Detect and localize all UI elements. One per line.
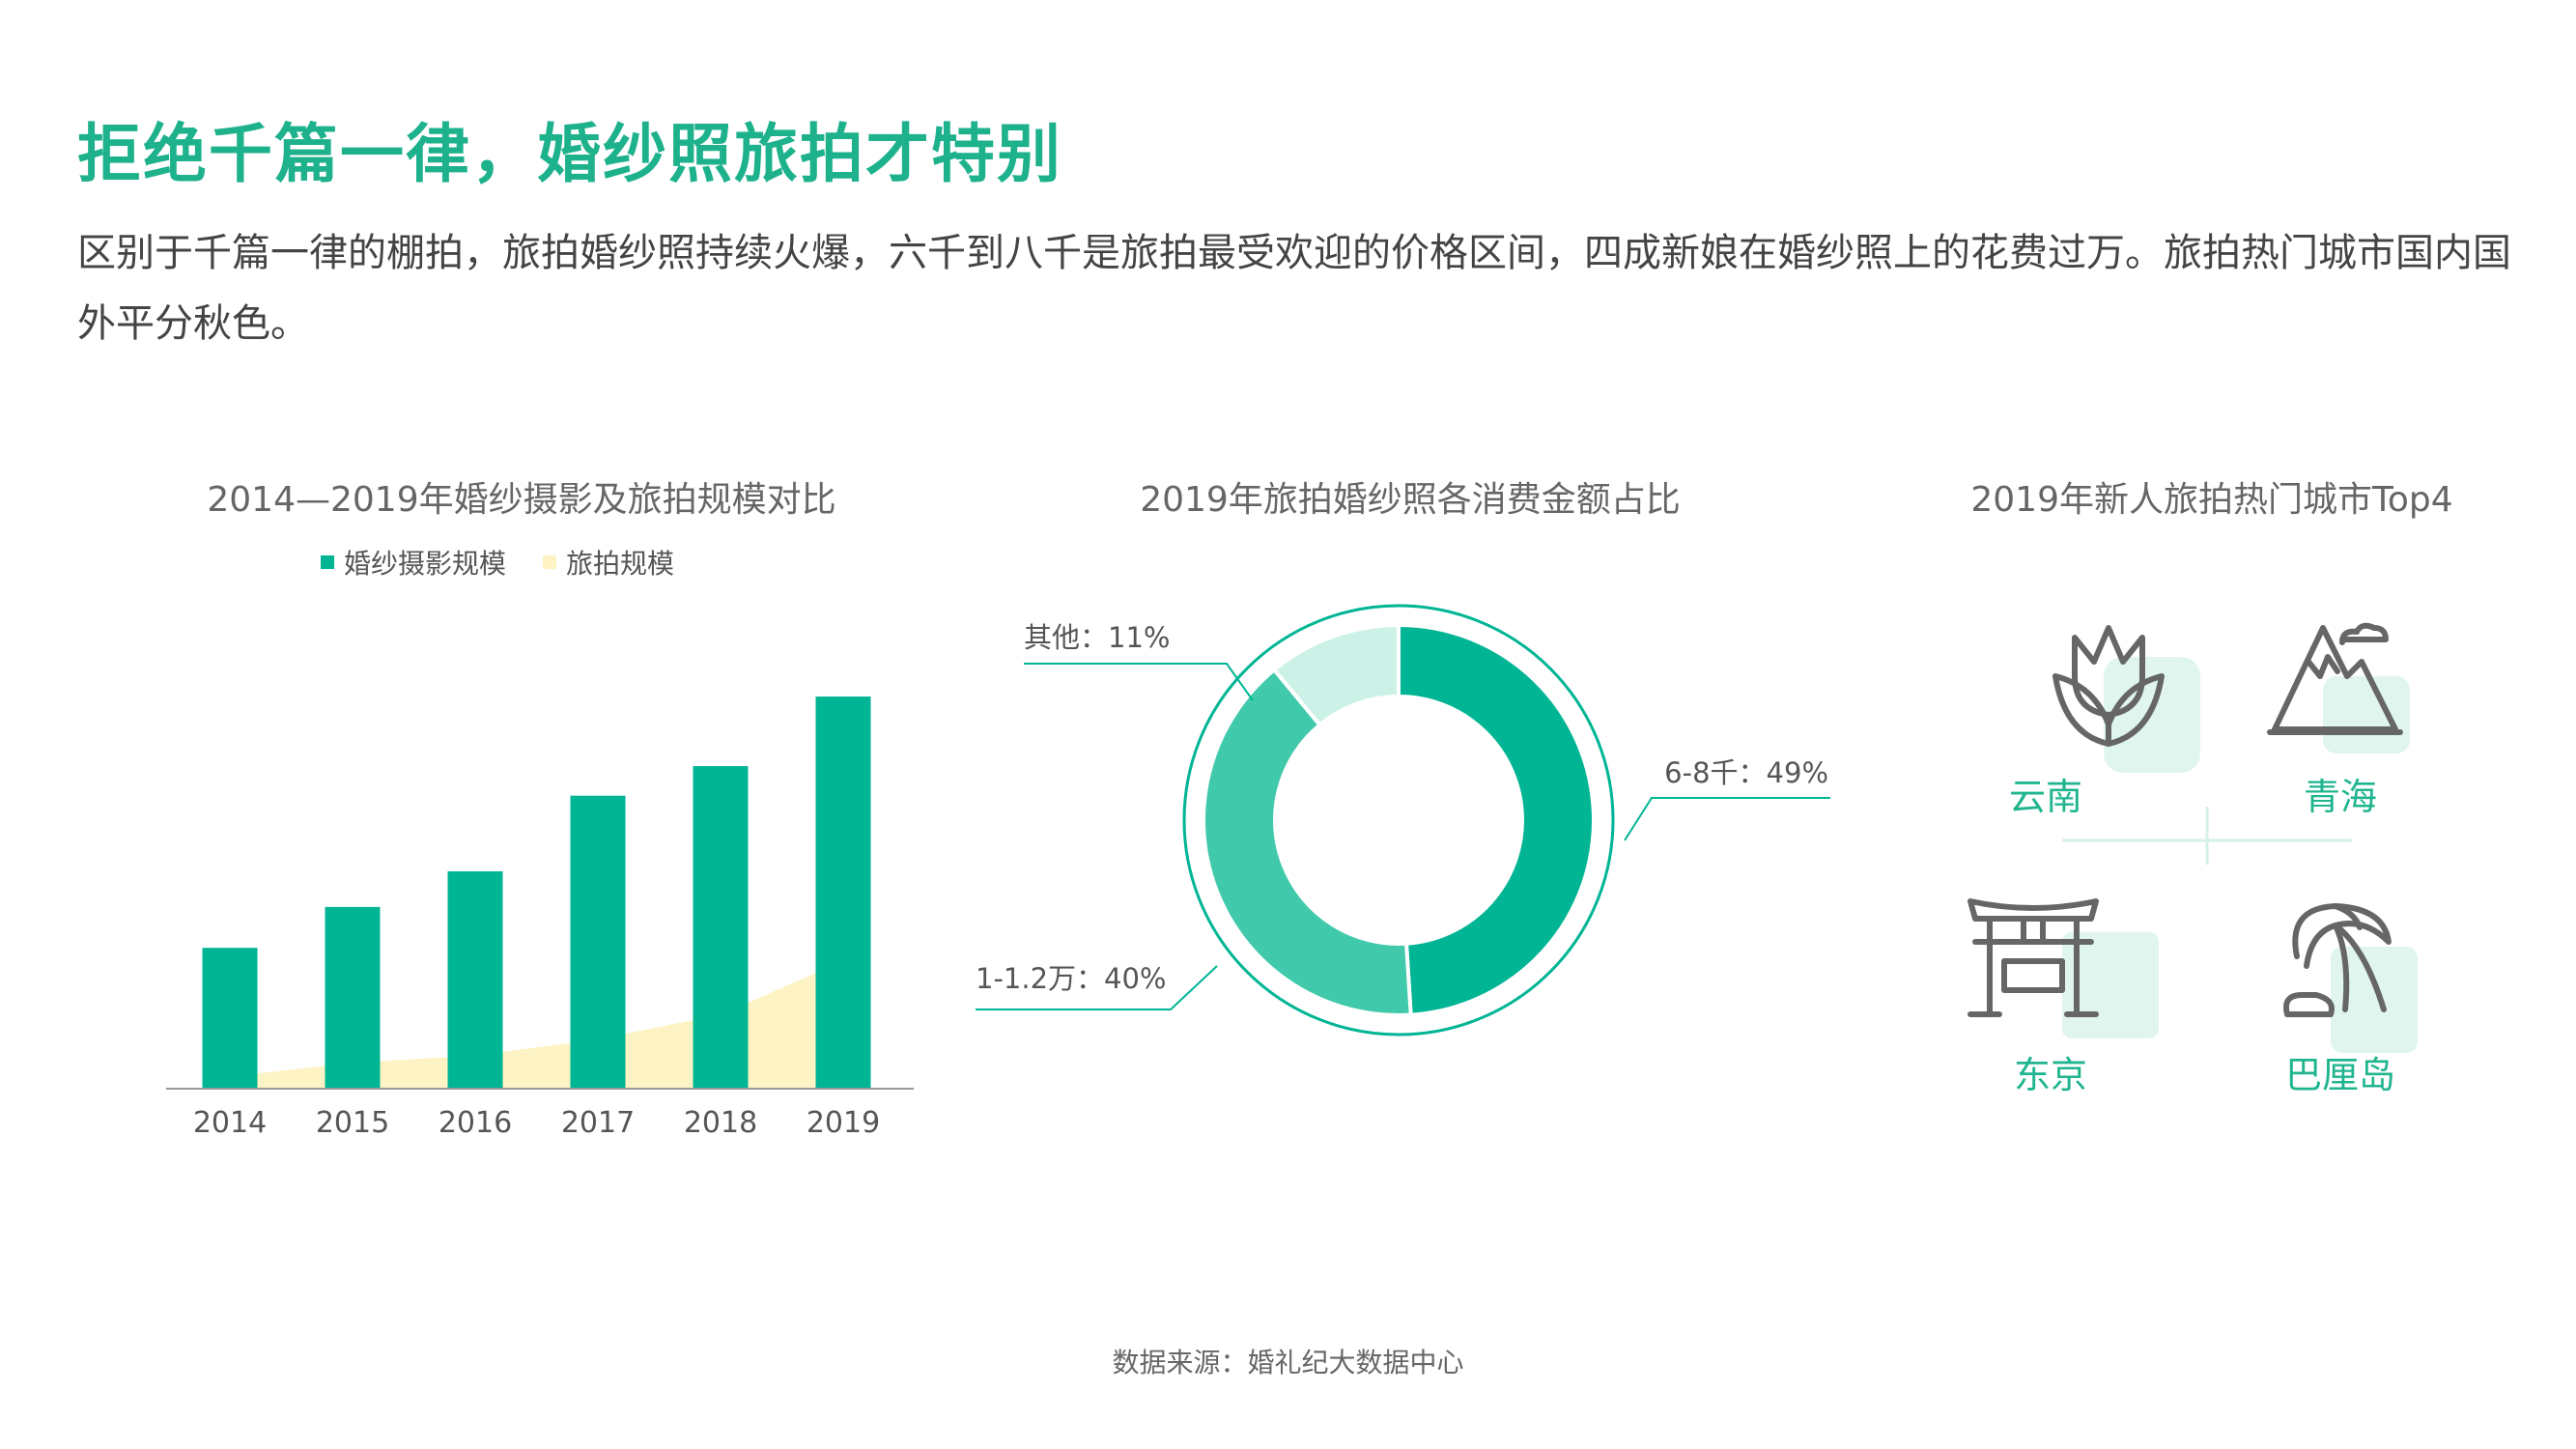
bar-chart-title: 2014—2019年婚纱摄影及旅拍规模对比 <box>207 480 836 520</box>
legend-item-wedding-photo: 婚纱摄影规模 <box>321 543 506 582</box>
legend-label-wedding-photo: 婚纱摄影规模 <box>344 548 507 580</box>
city-name-tokyo: 东京 <box>2013 1054 2087 1096</box>
x-tick-2017: 2017 <box>561 1106 635 1140</box>
donut-outer-ring <box>1182 604 1615 1037</box>
tulip-icon <box>2052 625 2200 773</box>
bar-chart: 2014 2015 2016 2017 2018 2019 <box>166 696 914 1140</box>
donut-slice-1 <box>1202 667 1413 1017</box>
x-tick-2016: 2016 <box>439 1106 512 1140</box>
donut-label-1: 1-1.2万：40% <box>976 962 1167 995</box>
legend-swatch-travel-photo <box>543 555 556 569</box>
legend-swatch-wedding-photo <box>321 555 334 569</box>
donut-label-2: 其他：11% <box>1024 621 1170 654</box>
leader-line-0 <box>1624 797 1830 841</box>
x-tick-2018: 2018 <box>684 1106 757 1140</box>
donut-chart-title: 2019年旅拍婚纱照各消费金额占比 <box>1140 480 1681 520</box>
city-name-qinghai: 青海 <box>2303 776 2377 818</box>
x-tick-2015: 2015 <box>316 1106 389 1140</box>
bar-2016 <box>447 871 503 1089</box>
leader-line-2 <box>1024 663 1254 701</box>
bar-2019 <box>815 696 871 1089</box>
bar-2017 <box>570 795 626 1089</box>
data-source: 数据来源：婚礼纪大数据中心 <box>1112 1347 1464 1378</box>
donut-slice-2 <box>1271 622 1401 728</box>
mountain-icon <box>2267 622 2410 753</box>
x-tick-2014: 2014 <box>193 1106 267 1140</box>
x-tick-2019: 2019 <box>807 1106 880 1140</box>
palm-tree-icon <box>2283 903 2418 1053</box>
donut-label-0: 6-8千：49% <box>1664 756 1828 789</box>
bar-2018 <box>693 766 749 1089</box>
legend-label-travel-photo: 旅拍规模 <box>566 548 675 580</box>
legend-item-travel-photo: 旅拍规模 <box>543 543 674 582</box>
torii-gate-icon <box>1967 898 2159 1038</box>
cities-title: 2019年新人旅拍热门城市Top4 <box>1970 480 2453 520</box>
donut-slice-0 <box>1397 622 1596 1017</box>
bar-2014 <box>202 948 258 1089</box>
page-description: 区别于千篇一律的棚拍，旅拍婚纱照持续火爆，六千到八千是旅拍最受欢迎的价格区间，四… <box>77 231 2511 346</box>
bar-2015 <box>325 906 381 1089</box>
leader-line-1 <box>976 965 1218 1010</box>
city-name-bali: 巴厘岛 <box>2284 1054 2395 1096</box>
city-name-yunnan: 云南 <box>2008 776 2082 818</box>
donut-chart: 6-8千：49% 1-1.2万：40% 其他：11% <box>976 604 1830 1037</box>
page-title: 拒绝千篇一律，婚纱照旅拍才特别 <box>77 117 1062 191</box>
